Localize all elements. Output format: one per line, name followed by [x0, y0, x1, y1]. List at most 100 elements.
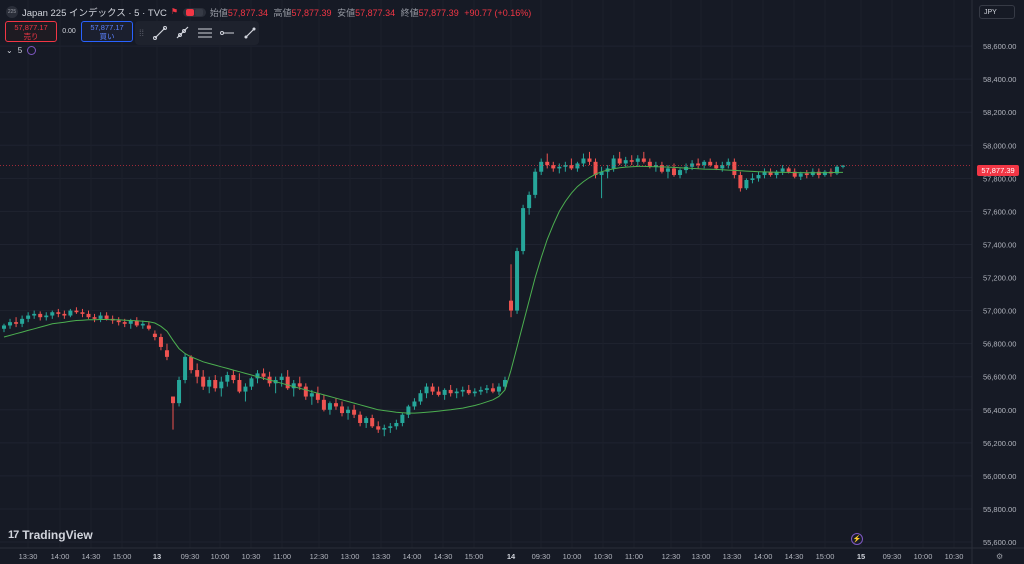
x-tick-label: 13:00: [341, 552, 360, 561]
candle-body: [358, 414, 363, 423]
x-tick-label: 13:30: [723, 552, 742, 561]
x-tick-label: 15: [857, 552, 865, 561]
candle-body: [321, 399, 326, 410]
candle-body: [780, 168, 785, 172]
candle-body: [2, 325, 6, 329]
ray-icon[interactable]: [173, 23, 192, 43]
candle-body: [533, 171, 538, 195]
candle-body: [201, 376, 206, 387]
candle-body: [527, 194, 532, 209]
flag-icon[interactable]: ⚑: [170, 7, 179, 16]
candle-body: [617, 158, 622, 164]
currency-selector[interactable]: JPY: [979, 5, 1015, 19]
candle-body: [816, 171, 821, 176]
candle-body: [641, 158, 646, 162]
candle-body: [786, 168, 791, 172]
x-tick-label: 10:00: [563, 552, 582, 561]
y-tick-label: 58,600.00: [983, 42, 1016, 51]
x-tick-label: 15:00: [816, 552, 835, 561]
y-tick-label: 55,800.00: [983, 505, 1016, 514]
sell-button[interactable]: 57,877.17 売り: [5, 21, 57, 42]
candle-body: [702, 161, 707, 166]
candle-body: [80, 312, 85, 314]
candle-body: [581, 158, 586, 164]
y-tick-label: 56,200.00: [983, 439, 1016, 448]
candle-body: [346, 409, 351, 414]
candle-body: [152, 333, 157, 338]
last-price-tag: 57,877.39: [977, 165, 1019, 176]
candle-body: [86, 313, 91, 318]
candle-body: [183, 356, 188, 381]
candle-body: [213, 380, 218, 389]
candle-body: [333, 403, 338, 407]
x-tick-label: 15:00: [113, 552, 132, 561]
candle-body: [804, 173, 809, 176]
symbol-title[interactable]: Japan 225 インデックス · 5 · TVC: [22, 8, 167, 19]
goto-realtime-icon[interactable]: ⚡: [851, 533, 863, 545]
candle-body: [394, 422, 399, 427]
candle-body: [327, 403, 332, 410]
x-tick-label: 14: [507, 552, 516, 561]
high-label: 高値: [273, 7, 292, 18]
parallel-channel-icon[interactable]: [195, 23, 214, 43]
spread-value: 0.00: [62, 28, 76, 35]
grip-dots-icon[interactable]: ⁞⁞: [139, 28, 145, 38]
indicator-row: ⌄ 5: [6, 46, 37, 55]
candle-body: [653, 165, 658, 167]
candle-body: [593, 161, 598, 176]
candle-body: [792, 171, 797, 177]
candle-body: [768, 171, 773, 176]
candle-body: [841, 165, 845, 167]
visibility-toggle[interactable]: [182, 7, 206, 17]
sell-label: 売り: [23, 31, 39, 41]
candle-body: [134, 320, 139, 326]
candle-body: [436, 391, 441, 395]
candle-body: [472, 391, 477, 394]
info-line-icon[interactable]: [240, 23, 259, 43]
candle-body: [671, 168, 676, 176]
candle-body: [219, 381, 224, 389]
x-tick-label: 11:00: [625, 552, 643, 561]
indicator-status-icon[interactable]: [27, 46, 37, 55]
horizontal-ray-icon[interactable]: [218, 23, 237, 43]
gear-icon[interactable]: ⚙: [996, 552, 1004, 561]
candle-body: [285, 376, 290, 389]
candle-body: [231, 375, 236, 381]
trend-line-icon[interactable]: [150, 23, 169, 43]
candle-body: [647, 161, 652, 167]
y-tick-label: 57,000.00: [983, 307, 1016, 316]
chevron-down-icon[interactable]: ⌄: [6, 46, 13, 55]
candle-body: [158, 337, 163, 347]
x-tick-label: 13:30: [19, 552, 38, 561]
y-tick-label: 58,400.00: [983, 75, 1016, 84]
candle-body: [515, 251, 520, 311]
candle-body: [128, 320, 133, 324]
record-icon: [185, 8, 194, 16]
candle-body: [696, 163, 701, 166]
candle-body: [424, 386, 429, 394]
x-tick-label: 12:30: [310, 552, 329, 561]
candle-body: [237, 380, 242, 392]
candle-body: [38, 313, 43, 318]
candle-body: [26, 315, 31, 319]
candle-body: [665, 168, 670, 172]
y-tick-label: 56,800.00: [983, 340, 1016, 349]
x-tick-label: 14:00: [51, 552, 70, 561]
candle-body: [635, 158, 640, 162]
y-tick-label: 56,000.00: [983, 472, 1016, 481]
candle-body: [690, 163, 695, 167]
x-tick-label: 11:00: [273, 552, 291, 561]
candle-body: [195, 370, 200, 377]
buy-button[interactable]: 57,877.17 買い: [81, 21, 133, 42]
x-tick-label: 10:30: [594, 552, 613, 561]
candle-body: [171, 396, 176, 404]
candle-body: [418, 393, 423, 402]
tradingview-logo[interactable]: 17 TradingView: [8, 528, 93, 542]
indicator-period: 5: [17, 46, 23, 55]
candle-body: [448, 389, 453, 394]
candle-body: [146, 325, 151, 329]
candle-body: [720, 165, 725, 169]
candle-body: [569, 165, 574, 169]
candle-body: [629, 160, 634, 162]
